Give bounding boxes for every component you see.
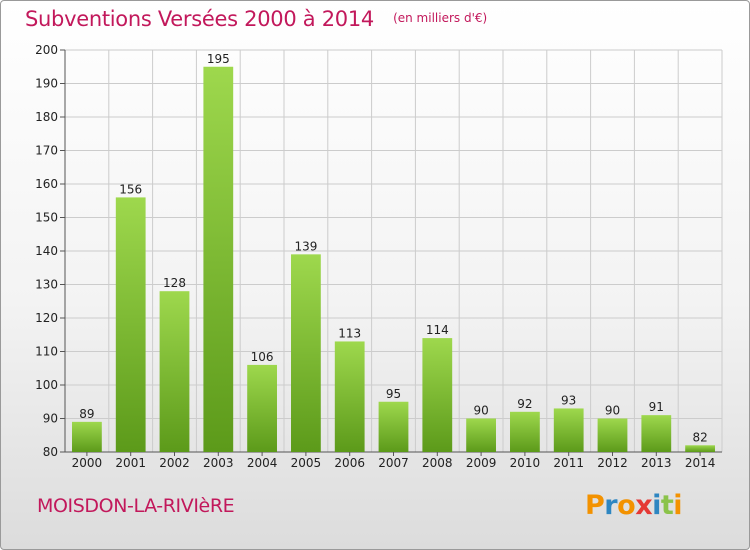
y-tick-label: 180 (35, 110, 58, 124)
x-tick-label: 2006 (334, 456, 365, 470)
y-tick-label: 130 (35, 278, 58, 292)
x-tick-label: 2000 (72, 456, 103, 470)
bar-value-label: 89 (79, 407, 94, 421)
bar (334, 341, 365, 452)
logo-letter: i (673, 490, 683, 521)
y-tick-label: 150 (35, 211, 58, 225)
y-tick-label: 190 (35, 77, 58, 91)
bar-value-label: 128 (163, 276, 186, 290)
x-tick-label: 2013 (641, 456, 672, 470)
bar (422, 338, 453, 452)
chart-subtitle: (en milliers d'€) (393, 11, 488, 25)
bar-value-label: 156 (119, 182, 142, 196)
y-tick-label: 90 (43, 412, 58, 426)
proxiti-logo: Proxiti (585, 490, 683, 521)
bar (466, 418, 496, 452)
bar-value-label: 93 (561, 393, 576, 407)
bar (378, 401, 409, 452)
bar-value-label: 90 (473, 404, 488, 418)
logo-letter: t (660, 490, 674, 521)
bar-value-label: 113 (338, 326, 361, 340)
bar (72, 421, 102, 452)
bar-value-label: 90 (605, 404, 620, 418)
x-tick-label: 2004 (247, 456, 278, 470)
x-tick-label: 2002 (159, 456, 190, 470)
x-tick-label: 2008 (422, 456, 453, 470)
x-tick-label: 2001 (115, 456, 146, 470)
bar (510, 411, 540, 452)
bar-value-label: 114 (426, 323, 449, 337)
labels: 89 2000 156 2001 128 2002 195 2003 106 2004 139 200… (72, 52, 716, 470)
x-tick-label: 2003 (203, 456, 234, 470)
logo-letter: x (635, 490, 653, 521)
logo-letter: o (617, 490, 636, 521)
bar-value-label: 106 (251, 350, 274, 364)
x-tick-label: 2007 (378, 456, 409, 470)
logo-letter: r (604, 490, 618, 521)
x-tick-label: 2012 (597, 456, 628, 470)
bar-value-label: 92 (517, 397, 532, 411)
bars (72, 66, 715, 452)
y-tick-label: 120 (35, 311, 58, 325)
x-tick-label: 2010 (510, 456, 541, 470)
y-tick-label: 110 (35, 345, 58, 359)
x-tick-label: 2009 (466, 456, 497, 470)
x-tick-label: 2005 (291, 456, 322, 470)
x-tick-label: 2011 (553, 456, 584, 470)
bar-value-label: 195 (207, 52, 230, 66)
y-tick-label: 140 (35, 244, 58, 258)
y-tick-label: 80 (43, 445, 58, 459)
bar-value-label: 139 (294, 239, 317, 253)
chart-title: Subventions Versées 2000 à 2014 (25, 7, 374, 31)
bar (203, 66, 234, 452)
logo-letter: i (652, 490, 661, 521)
bar (553, 408, 584, 452)
logo-letter: P (585, 490, 605, 521)
bar (115, 197, 146, 452)
bar (641, 415, 672, 452)
y-tick-label: 160 (35, 177, 58, 191)
bar (159, 291, 190, 452)
bar (247, 364, 277, 452)
bar (685, 445, 715, 452)
bar-value-label: 95 (386, 387, 401, 401)
bar-value-label: 82 (692, 430, 707, 444)
y-tick-label: 200 (35, 43, 58, 57)
commune-name: MOISDON-LA-RIVIèRE (37, 495, 235, 517)
bar (291, 254, 321, 452)
x-tick-label: 2014 (685, 456, 716, 470)
bar-value-label: 91 (649, 400, 664, 414)
bar (597, 418, 628, 452)
title-row: Subventions Versées 2000 à 2014 (en mill… (25, 7, 487, 31)
y-tick-label: 170 (35, 144, 58, 158)
y-tick-label: 100 (35, 378, 58, 392)
